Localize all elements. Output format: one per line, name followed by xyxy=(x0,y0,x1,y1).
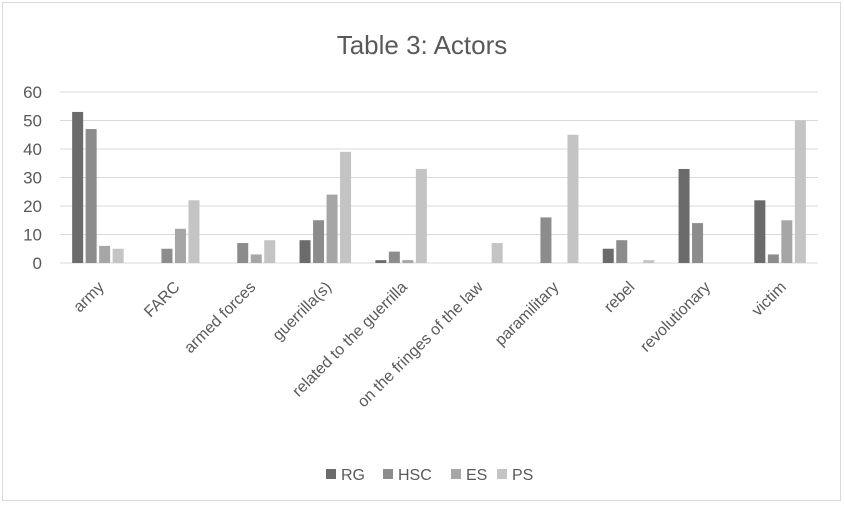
bar xyxy=(375,260,387,263)
bar xyxy=(326,194,338,263)
bar xyxy=(188,200,200,263)
bar xyxy=(402,260,414,263)
bar xyxy=(313,220,325,263)
bar xyxy=(754,200,766,263)
bar xyxy=(678,168,690,263)
legend-swatch xyxy=(383,469,393,479)
chart-title: Table 3: Actors xyxy=(337,30,508,60)
bar xyxy=(781,220,793,263)
x-tick-label: rebel xyxy=(601,279,638,316)
bar xyxy=(72,111,84,263)
legend-swatch xyxy=(326,469,336,479)
legend-swatch xyxy=(451,469,461,479)
y-tick-label: 50 xyxy=(23,112,42,131)
legend-label: HSC xyxy=(398,467,432,484)
bar xyxy=(264,240,276,263)
y-tick-label: 10 xyxy=(23,226,42,245)
bar xyxy=(415,168,427,263)
bar xyxy=(616,240,628,263)
bar xyxy=(99,245,111,263)
legend-label: RG xyxy=(341,467,365,484)
bar xyxy=(237,243,249,263)
bar xyxy=(692,223,704,263)
bar xyxy=(250,254,262,263)
y-tick-label: 0 xyxy=(33,254,42,273)
x-tick-label: victim xyxy=(749,279,790,320)
x-tick-label: army xyxy=(71,279,108,316)
x-tick-label: guerrilla(s) xyxy=(270,279,335,344)
legend-label: ES xyxy=(466,467,487,484)
x-tick-label: paramilitary xyxy=(492,279,562,349)
bar xyxy=(794,120,806,263)
legend-swatch xyxy=(497,469,507,479)
bar xyxy=(388,251,400,263)
bar xyxy=(567,134,579,263)
bar xyxy=(643,260,655,263)
x-tick-label: on the fringes of the law xyxy=(355,278,487,410)
bar xyxy=(161,248,173,263)
bar xyxy=(540,217,552,263)
bar xyxy=(112,248,124,263)
y-tick-label: 60 xyxy=(23,83,42,102)
bar xyxy=(85,129,97,263)
bar xyxy=(174,228,186,263)
y-tick-label: 40 xyxy=(23,140,42,159)
legend-label: PS xyxy=(512,467,533,484)
bar xyxy=(340,151,352,263)
x-tick-label: revolutionary xyxy=(637,279,714,356)
legend: RG HSC ES PS xyxy=(326,467,533,484)
bar xyxy=(299,240,311,263)
bar xyxy=(767,254,779,263)
y-tick-label: 20 xyxy=(23,197,42,216)
y-axis-ticks: 0 10 20 30 40 50 60 xyxy=(23,83,42,273)
gridlines xyxy=(60,91,818,264)
bar xyxy=(602,248,614,263)
bars xyxy=(72,111,806,263)
bar xyxy=(491,243,503,263)
x-tick-label: FARC xyxy=(141,279,183,321)
x-tick-label: armed forces xyxy=(181,279,259,357)
y-tick-label: 30 xyxy=(23,169,42,188)
